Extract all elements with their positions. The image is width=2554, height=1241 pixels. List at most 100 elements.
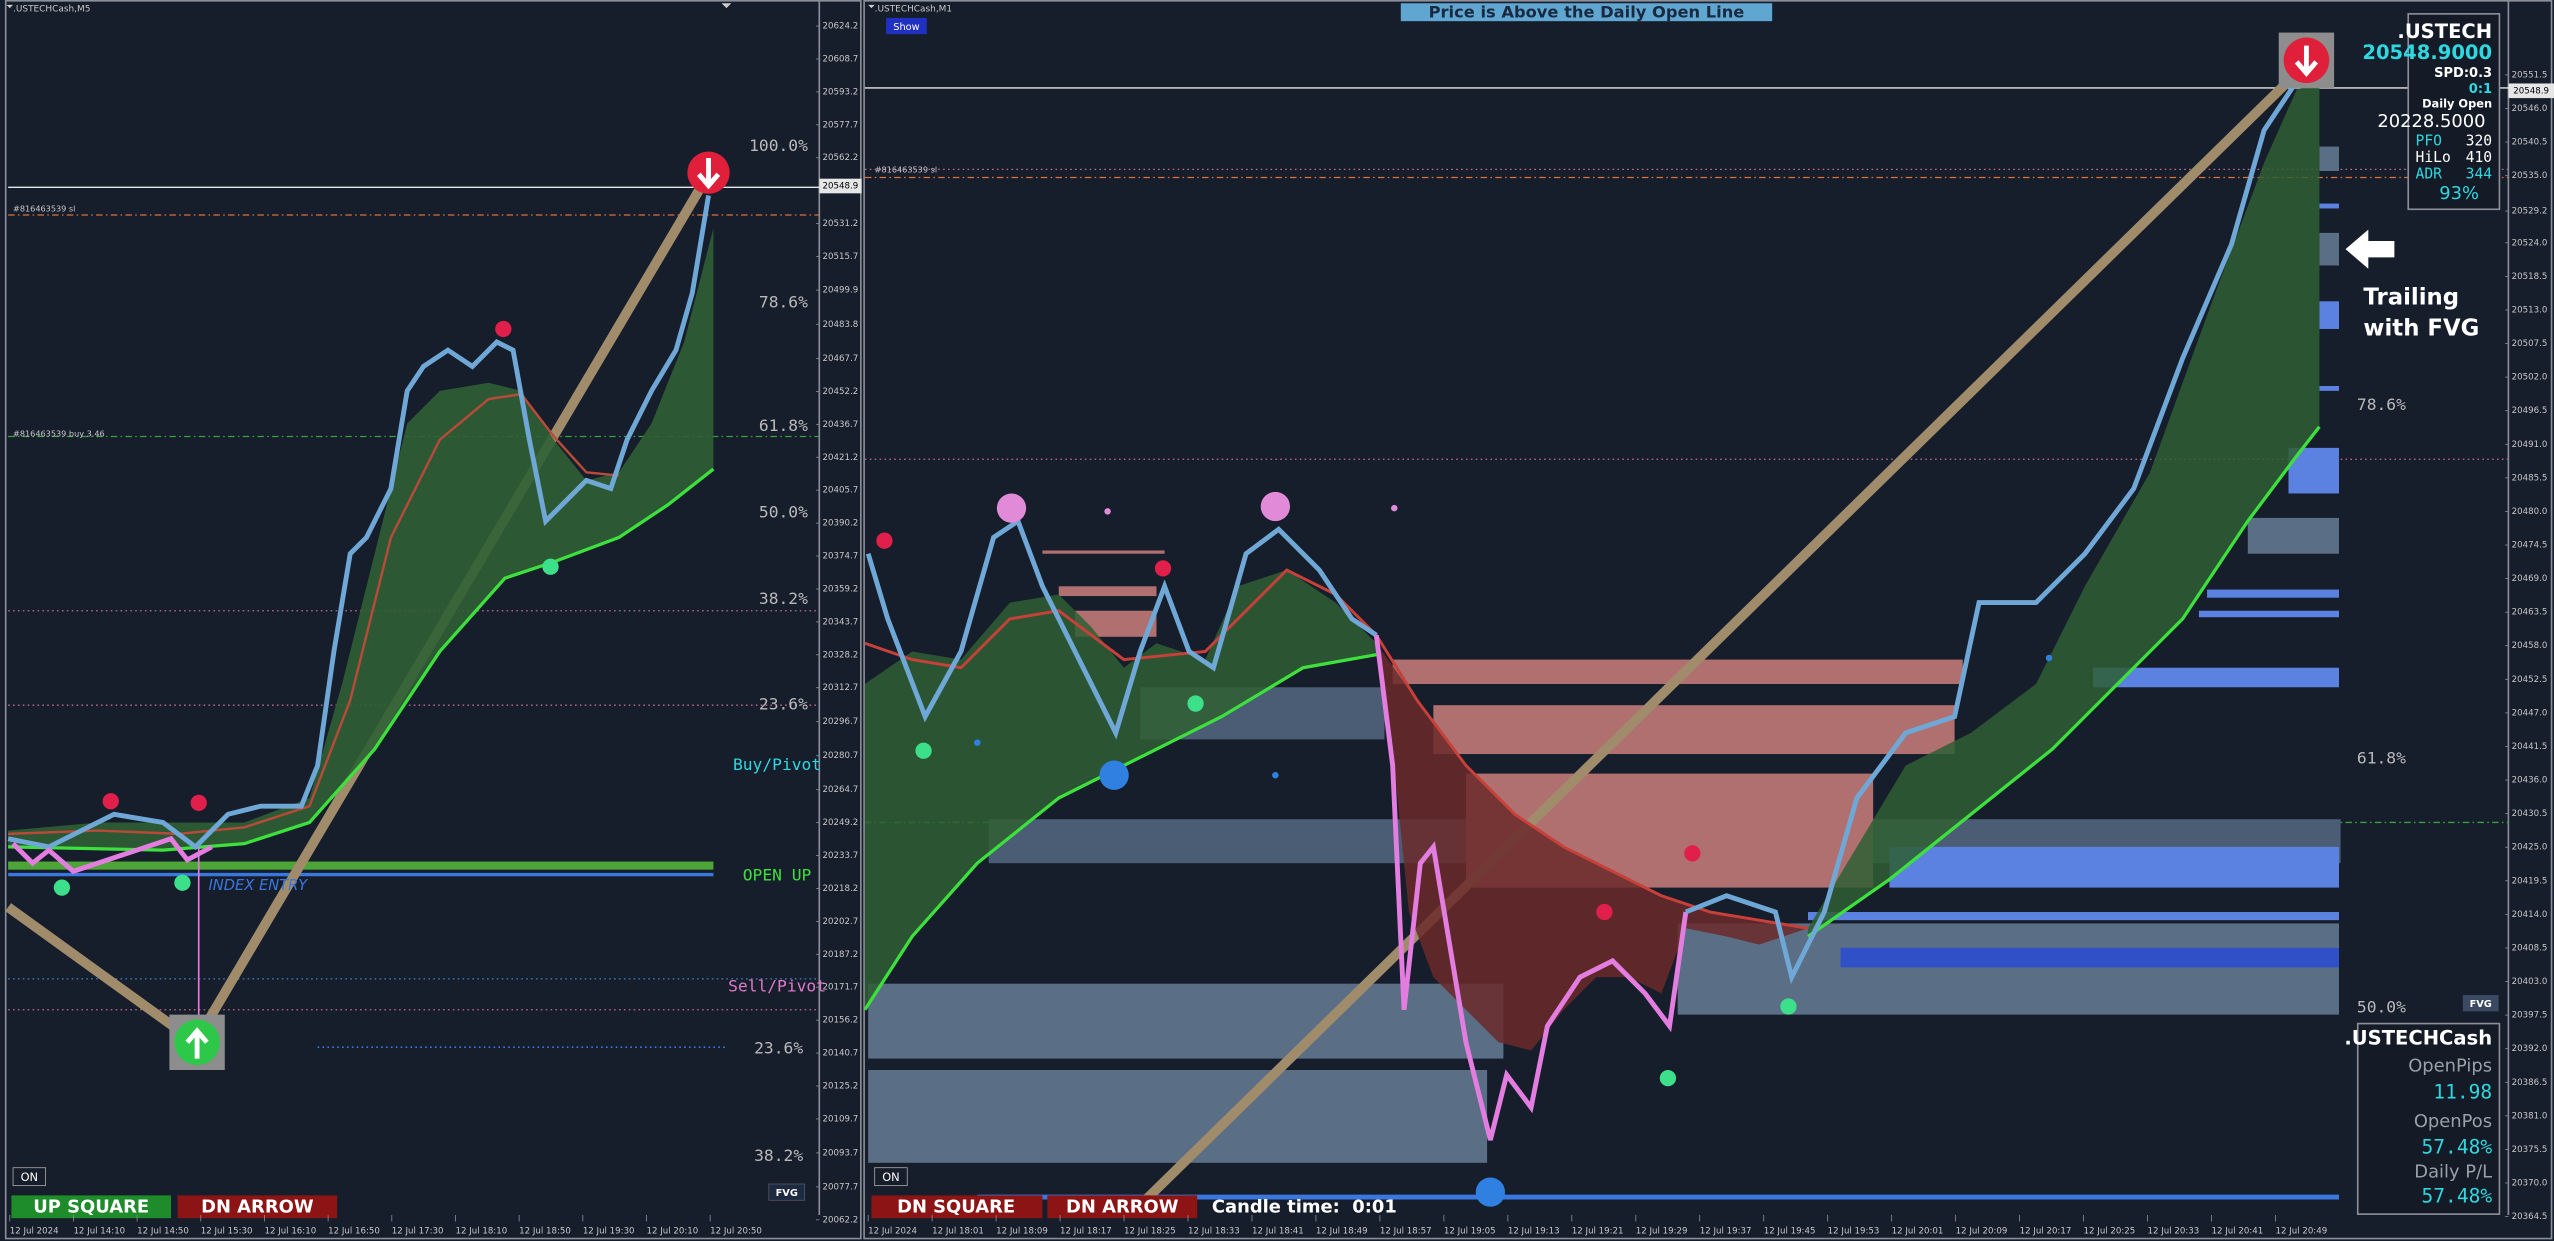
price-label: 20405.7 [823,486,859,496]
price-label: 20140.7 [823,1049,859,1059]
time-label: 12 Jul 18:41 [1252,1227,1304,1237]
show-label[interactable]: Show [893,22,919,33]
price-label: 20507.5 [2512,339,2548,349]
price-label: 20280.7 [823,751,859,761]
percent: 93% [2439,183,2479,204]
square-label[interactable]: DN SQUARE [897,1197,1015,1218]
time-label: 12 Jul 20:49 [2275,1227,2327,1237]
time-label: 12 Jul 19:30 [583,1227,635,1237]
on-button[interactable] [874,1167,908,1187]
time-label: 12 Jul 19:45 [1764,1227,1816,1237]
pivot-dot [996,493,1027,523]
square-button[interactable] [871,1195,1043,1219]
on-button[interactable] [12,1167,47,1187]
current-price-box [2508,83,2554,99]
annotation: with FVG [2363,315,2479,341]
arrow-button[interactable] [1047,1195,1198,1219]
fvg-label[interactable]: FVG [776,1188,798,1199]
time-label: 12 Jul 18:50 [519,1227,571,1237]
ratio: 0:1 [2469,82,2492,97]
pivot-dot [1099,760,1129,790]
time-label: 12 Jul 16:50 [328,1227,380,1237]
fvg-button[interactable] [2462,995,2499,1012]
time-label: 12 Jul 19:37 [1700,1227,1752,1237]
fib-level: 61.8% [759,416,808,435]
price-label: 20624.2 [823,22,859,32]
spread: SPD:0.3 [2434,66,2492,81]
trend-area [8,228,714,851]
time-label: 12 Jul 18:33 [1188,1227,1240,1237]
fib-level: 50.0% [2357,998,2406,1017]
price-label: 20392.0 [2512,1044,2548,1054]
arrow-down [696,157,721,190]
price-label: 20403.0 [2512,977,2548,987]
price-label: 20414.0 [2512,910,2548,920]
arrow-down [2294,45,2319,78]
price-line [1684,71,2315,985]
chart-title: .USTECHCash,M1 [875,4,952,14]
support-line [1807,425,2321,938]
high-dot [102,793,119,810]
info-panel [2407,13,2501,211]
price-label: 20529.2 [2512,207,2548,217]
time-label: 12 Jul 18:01 [932,1227,984,1237]
time-label: 12 Jul 18:10 [455,1227,507,1237]
arrow-label[interactable]: DN ARROW [1066,1197,1179,1218]
pivot-label: Buy/Pivot [733,755,821,774]
small-dot [2045,654,2053,662]
show-button[interactable] [886,17,927,35]
pivot-label: OPEN UP [743,866,812,885]
current-price: 20548.9 [2513,86,2549,96]
small-dot [1391,504,1398,512]
price-label: 20390.2 [823,519,859,529]
time-label: 12 Jul 20:50 [710,1227,762,1237]
price-label: 20397.5 [2512,1011,2548,1021]
stat-value: 344 [2466,165,2493,182]
price-label: 20441.5 [2512,742,2548,752]
arrow-button[interactable] [177,1195,338,1219]
right-dots [876,491,2053,1207]
price-label: 20518.5 [2512,272,2548,282]
square-label[interactable]: UP SQUARE [33,1197,149,1218]
pivot-label: Sell/Pivot [728,976,826,995]
daily-open-label: Daily Open [2422,97,2492,111]
time-label: 12 Jul 20:25 [2084,1227,2136,1237]
time-label: 12 Jul 18:49 [1316,1227,1368,1237]
low-dot [1780,998,1797,1015]
stat-value: 320 [2466,133,2492,150]
price-label: 20436.0 [2512,776,2548,786]
price-label: 20109.7 [823,1114,859,1124]
time-label: 12 Jul 18:25 [1124,1227,1176,1237]
time-label: 12 Jul 18:09 [996,1227,1048,1237]
fvg-button[interactable] [768,1183,806,1201]
fvg-zone [2319,146,2339,172]
price-label: 20233.7 [823,851,859,861]
fvg-zone [1889,846,2339,888]
small-dot [974,739,981,746]
sell-signal [687,151,730,194]
stat-label: PFO [2416,133,2442,150]
on-label[interactable]: ON [882,1170,900,1184]
price-label: 20328.2 [823,650,859,660]
daily-open: 20228.5000 [2377,111,2485,132]
price-label: 20480.0 [2512,507,2548,517]
price-label: 20463.5 [2512,608,2548,618]
daily-pl-label: Daily P/L [2414,1162,2492,1183]
time-label: 12 Jul 19:05 [1444,1227,1496,1237]
fib-level: 38.2% [759,589,808,608]
fvg-label[interactable]: FVG [2470,999,2492,1010]
time-label: 12 Jul 18:17 [1060,1227,1112,1237]
open-pips: 11.98 [2433,1080,2492,1103]
on-label[interactable]: ON [21,1170,39,1184]
price-label: 20483.8 [823,320,859,330]
price-label: 20513.0 [2512,305,2548,315]
order-label: #816463539 sl [875,165,937,175]
price-label: 20419.5 [2512,876,2548,886]
price-label: 20496.5 [2512,406,2548,416]
low-dot [1659,1069,1677,1087]
arrow-label[interactable]: DN ARROW [201,1197,314,1218]
square-button[interactable] [11,1195,172,1219]
price-label: 20546.0 [2512,104,2548,114]
price-label: 20608.7 [823,54,859,64]
